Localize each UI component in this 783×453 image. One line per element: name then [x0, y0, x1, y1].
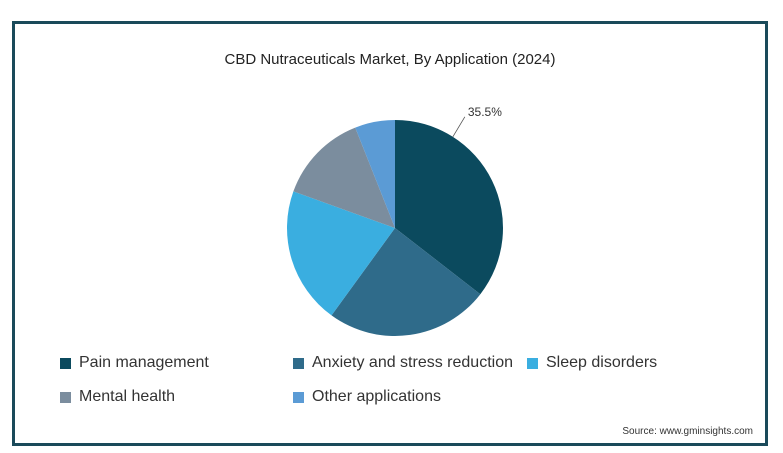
- pie-slice-other-applications: [355, 120, 395, 228]
- data-label: 35.5%: [468, 105, 502, 119]
- legend-item-anxiety: Anxiety and stress reduction: [293, 354, 513, 372]
- pie-slice-anxiety-and-stress-reduction: [331, 228, 481, 336]
- pie-chart: 35.5%: [287, 105, 503, 336]
- legend-label: Sleep disorders: [546, 354, 658, 371]
- chart-title: CBD Nutraceuticals Market, By Applicatio…: [224, 51, 556, 68]
- pie-slice-pain-management: [395, 120, 503, 295]
- legend-swatch: [293, 357, 304, 369]
- legend-label: Mental health: [79, 388, 176, 405]
- chart-frame: CBD Nutraceuticals Market, By Applicatio…: [12, 21, 768, 446]
- legend-item-other: Other applications: [293, 388, 441, 406]
- legend-swatch: [527, 357, 538, 369]
- legend-item-sleep: Sleep disorders: [527, 354, 657, 372]
- legend-swatch: [60, 391, 71, 403]
- legend-item-mental-health: Mental health: [60, 388, 175, 406]
- legend-label: Anxiety and stress reduction: [312, 354, 513, 371]
- source-note: Source: www.gminsights.com: [622, 426, 753, 437]
- pie-slice-sleep-disorders: [287, 191, 395, 316]
- legend-label: Other applications: [312, 388, 441, 405]
- legend-label: Pain management: [79, 354, 209, 371]
- data-label-leader: [452, 116, 466, 138]
- legend-item-pain-management: Pain management: [60, 354, 209, 372]
- legend-swatch: [293, 391, 304, 403]
- pie-slice-mental-health: [293, 127, 395, 228]
- legend-swatch: [60, 357, 71, 369]
